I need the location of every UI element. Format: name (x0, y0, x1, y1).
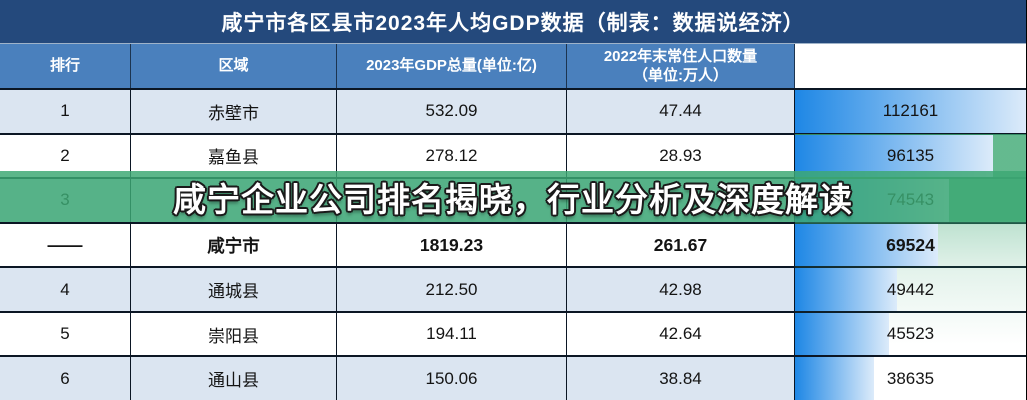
page-title-text: 咸宁市各区县市2023年人均GDP数据（制表：数据说经济） (221, 11, 805, 35)
cell-pop: 38.84 (567, 357, 795, 400)
cell-pop: 42.98 (567, 268, 795, 311)
cell-rank: 2 (0, 134, 131, 178)
cell-region: 咸宁市 (131, 223, 337, 267)
percap-gdp-databar (795, 357, 875, 400)
cell-rank: 4 (0, 268, 131, 311)
header-cell-1: 区域 (131, 44, 337, 88)
table-row-4: —— 咸宁市 1819.23 261.67 69524 (0, 223, 1026, 269)
cell-rank: 6 (0, 357, 131, 400)
header-cell-0: 排行 (0, 44, 131, 88)
cell-gdp: 212.50 (337, 268, 567, 311)
table-body: 1 赤壁市 532.09 47.44 112161 2 嘉鱼县 278.12 28.93 9613… (0, 90, 1026, 400)
cell-pop: 261.67 (567, 223, 795, 267)
cell-percap-gdp: 96135 (795, 134, 1026, 178)
percap-gdp-databar (795, 312, 889, 356)
percap-gdp-value: 38635 (886, 368, 935, 388)
cell-region: 赤壁市 (131, 90, 337, 133)
percap-gdp-databar (795, 90, 1026, 133)
cell-gdp: 194.11 (337, 312, 567, 356)
table-row-1: 1 赤壁市 532.09 47.44 112161 (0, 90, 1026, 135)
page-title: 咸宁市各区县市2023年人均GDP数据（制表：数据说经济） (0, 0, 1026, 43)
cell-region: 通城县 (131, 268, 337, 311)
percap-gdp-value: 69524 (886, 234, 935, 255)
cell-rank: 5 (0, 312, 131, 356)
cell-gdp: 278.12 (337, 134, 567, 178)
percap-gdp-value: 45523 (886, 324, 935, 344)
percap-gdp-databar (795, 268, 897, 311)
cell-pop: 42.64 (567, 312, 795, 356)
table-header-row: 排行 区域 2023年GDP总量(单位:亿) 2022年末常住人口数量 （单位:万人） 2… (0, 43, 1026, 90)
cell-gdp: 532.09 (337, 90, 567, 133)
cell-rank: 1 (0, 90, 131, 133)
percap-gdp-value: 96135 (886, 145, 935, 165)
cell-pop: 28.93 (567, 134, 795, 178)
table-row-5: 4 通城县 212.50 42.98 49442 (0, 268, 1026, 313)
cell-region: 崇阳县 (131, 312, 337, 356)
cell-pop: 47.44 (567, 90, 795, 133)
cell-percap-gdp: 38635 (795, 357, 1026, 400)
cell-rank: —— (0, 223, 131, 267)
table-row-7: 6 通山县 150.06 38.84 38635 (0, 357, 1026, 400)
cell-gdp: 150.06 (337, 357, 567, 400)
header-cell-3: 2022年末常住人口数量 （单位:万人） (567, 44, 795, 88)
headline-banner: 咸宁企业公司排名揭晓，行业分析及深度解读 (0, 171, 1026, 222)
cell-region: 嘉鱼县 (131, 134, 337, 178)
percap-gdp-value: 112161 (882, 101, 939, 121)
header-cell-2: 2023年GDP总量(单位:亿) (337, 44, 567, 88)
table-row-6: 5 崇阳县 194.11 42.64 45523 (0, 312, 1026, 358)
cell-region: 通山县 (131, 357, 337, 400)
cell-percap-gdp: 112161 (795, 90, 1026, 133)
cell-gdp: 1819.23 (337, 223, 567, 267)
percap-gdp-value: 49442 (886, 279, 935, 299)
percap-gdp-databar (795, 134, 993, 178)
table-row-2: 2 嘉鱼县 278.12 28.93 96135 (0, 134, 1026, 180)
percap-gdp-databar (795, 223, 939, 267)
header-cell-4: 2023年人均GDP （单位： 元） (795, 44, 1026, 88)
headline-text: 咸宁企业公司排名揭晓，行业分析及深度解读 (173, 180, 853, 218)
